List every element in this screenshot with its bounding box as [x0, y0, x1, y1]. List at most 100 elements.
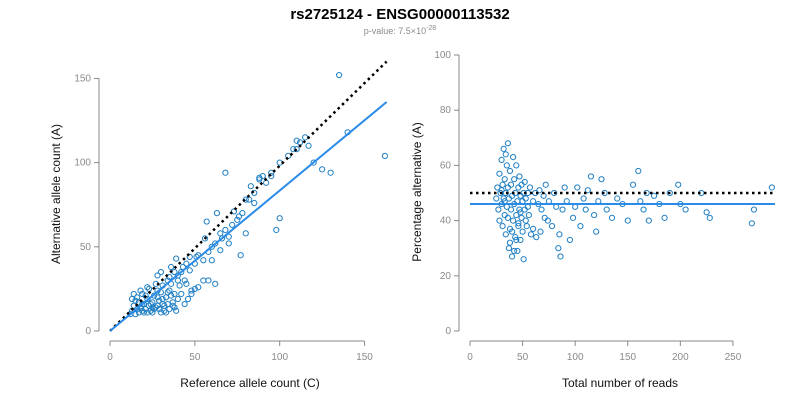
right-data-point	[551, 189, 558, 197]
right-data-point	[519, 228, 526, 235]
right-data-point	[508, 228, 516, 235]
right-data-point	[499, 223, 506, 230]
right-data-point	[511, 247, 518, 255]
right-data-point	[569, 214, 577, 221]
right-data-point	[514, 247, 521, 255]
left-x-tick-label: 50	[189, 352, 201, 363]
left-data-point	[237, 252, 244, 259]
left-data-point	[173, 307, 180, 314]
left-data-point	[293, 137, 300, 144]
left-data-point	[184, 295, 192, 303]
right-data-point	[511, 176, 518, 183]
right-data-point	[557, 253, 564, 260]
right-x-tick-label: 250	[725, 352, 742, 363]
right-x-tick-label: 150	[619, 352, 636, 363]
left-data-point	[154, 272, 161, 279]
right-data-point	[682, 206, 689, 213]
left-data-point	[140, 309, 148, 316]
left-data-point	[188, 290, 195, 298]
right-data-point	[574, 184, 581, 191]
right-y-tick-label: 60	[440, 160, 452, 171]
right-data-point	[593, 228, 600, 235]
right-data-point	[501, 176, 508, 183]
right-data-point	[703, 209, 710, 216]
p-value-text: p-value: 7.5×10	[364, 26, 426, 36]
right-data-point	[598, 176, 605, 183]
right-data-point	[496, 170, 503, 177]
left-data-point	[234, 216, 241, 223]
left-data-point	[171, 290, 178, 298]
left-data-point	[251, 199, 258, 207]
left-y-tick-label: 0	[85, 326, 91, 337]
right-data-point	[603, 206, 610, 213]
right-data-point	[516, 173, 523, 180]
left-data-point	[217, 247, 224, 254]
right-data-point	[566, 236, 574, 244]
right-data-point	[510, 217, 517, 224]
left-data-point	[217, 230, 224, 237]
right-data-point	[504, 214, 511, 221]
right-data-point	[635, 167, 642, 175]
left-data-point	[183, 280, 190, 287]
right-data-point	[505, 245, 513, 252]
right-y-tick-label: 100	[434, 50, 451, 61]
left-data-point	[157, 268, 165, 276]
left-data-point	[319, 166, 326, 173]
right-data-point	[494, 184, 501, 191]
right-data-point	[513, 162, 520, 169]
p-value-subtitle: p-value: 7.5×10-28	[364, 25, 437, 36]
left-data-point	[242, 230, 249, 237]
left-data-point	[188, 287, 195, 294]
right-data-point	[584, 187, 591, 194]
right-data-point	[561, 184, 568, 191]
left-data-point	[139, 290, 146, 298]
left-data-point	[191, 285, 198, 293]
right-data-point	[493, 195, 500, 202]
right-data-point	[533, 234, 540, 241]
left-data-point	[200, 277, 207, 284]
left-data-point	[178, 290, 185, 298]
left-data-point	[229, 221, 236, 229]
left-data-point	[273, 226, 280, 234]
left-data-point	[208, 257, 215, 264]
right-data-point	[542, 181, 549, 188]
left-x-tick-label: 100	[271, 352, 288, 363]
right-data-point	[577, 223, 584, 230]
right-data-point	[580, 195, 587, 202]
left-data-point	[135, 299, 142, 306]
left-data-point	[213, 210, 221, 217]
right-data-point	[608, 214, 616, 221]
right-data-point	[515, 223, 522, 230]
right-data-point	[530, 225, 537, 232]
right-data-point	[706, 214, 713, 221]
left-data-point	[327, 169, 334, 176]
left-data-point	[169, 302, 176, 309]
left-data-point	[235, 213, 243, 220]
right-y-tick-label: 20	[440, 271, 452, 282]
left-data-point	[200, 257, 207, 264]
right-data-point	[498, 156, 505, 163]
right-data-point	[645, 217, 652, 224]
right-data-point	[526, 184, 534, 191]
right-data-point	[499, 181, 506, 188]
right-data-point	[748, 220, 755, 227]
left-data-point	[208, 243, 215, 250]
left-data-point	[212, 240, 219, 247]
left-data-point	[178, 268, 185, 276]
right-data-point	[517, 236, 524, 244]
left-data-point	[181, 277, 188, 284]
left-x-axis-title: Reference allele count (C)	[180, 376, 319, 390]
left-data-point	[183, 260, 190, 267]
left-data-point	[137, 287, 144, 294]
right-data-point	[513, 236, 520, 244]
right-data-point	[522, 195, 529, 202]
right-data-point	[675, 181, 682, 188]
left-data-point	[174, 295, 181, 303]
right-data-point	[500, 145, 507, 152]
right-data-point	[504, 140, 511, 147]
left-data-point	[167, 263, 175, 271]
left-data-point	[152, 304, 159, 311]
left-x-tick-label: 0	[107, 352, 113, 363]
